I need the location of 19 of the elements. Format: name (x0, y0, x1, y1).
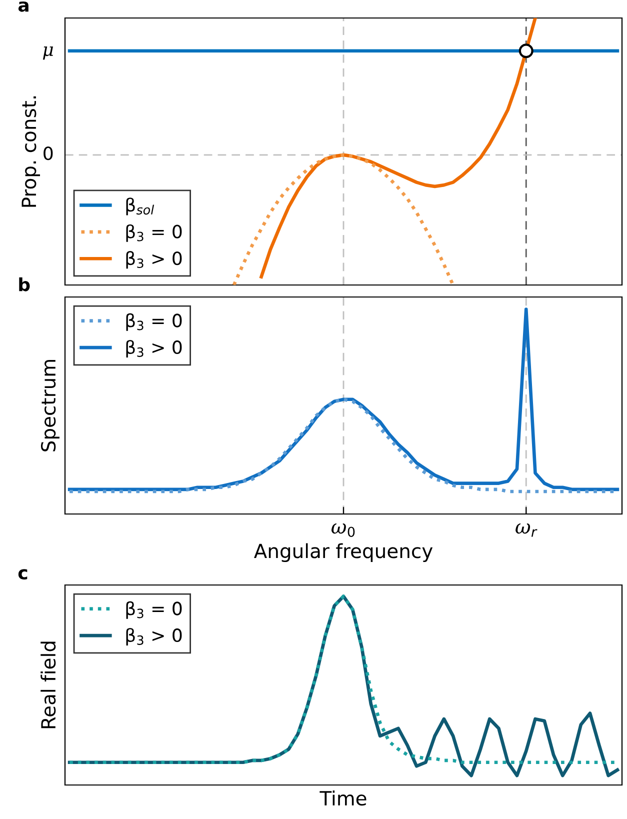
legend-label: β$_{3}$ > 0 (126, 340, 182, 358)
legend-label: β$_{3}$ = 0 (126, 224, 182, 242)
x-axis-title: Angular frequency (254, 543, 433, 562)
y-axis-title: Prop. const. (22, 96, 40, 207)
legend-label: β$_{3}$ > 0 (126, 628, 182, 646)
y-axis-title: Spectrum (40, 360, 60, 452)
x-tick-label: ω$_{r}$ (516, 524, 538, 537)
chart-title: c (18, 569, 28, 580)
x-axis-title: Time (320, 790, 366, 806)
legend-label: β$_{3}$ = 0 (126, 601, 182, 619)
y-axis-title: Real field (40, 642, 56, 728)
text: μ (42, 46, 53, 60)
legend-label: β$_{3}$ > 0 (126, 251, 182, 269)
chart-title: b (19, 277, 30, 292)
legend-label: β$_{sol}$ (126, 198, 154, 216)
legend-label: β$_{3}$ = 0 (126, 313, 182, 331)
x-tick-label: ω$_{0}$ (331, 524, 355, 537)
chart-title: a (18, 1, 28, 12)
ref-line-label: 0 (44, 146, 53, 160)
